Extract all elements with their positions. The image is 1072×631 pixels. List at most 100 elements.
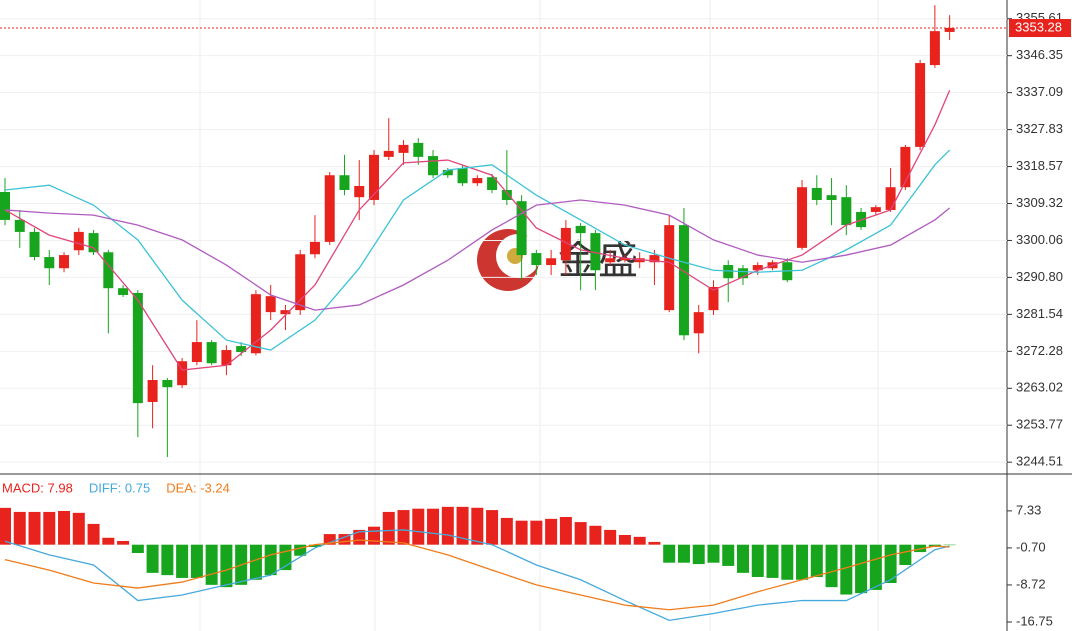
candle-body [206, 342, 217, 364]
macd-bar [131, 544, 144, 553]
macd-bar [751, 544, 764, 577]
macd-bar [294, 544, 307, 556]
candle-body [693, 312, 704, 334]
y-tick-label: 3309.32 [1016, 195, 1063, 210]
macd-bar [766, 544, 779, 578]
macd-bar [338, 534, 351, 545]
macd-bar [692, 544, 705, 565]
y-tick-label: 3253.77 [1016, 417, 1063, 432]
candle-body [14, 219, 25, 232]
macd-bar [796, 544, 809, 580]
macd-bar [515, 520, 528, 545]
line [4, 529, 950, 622]
candle-body [221, 350, 232, 366]
legend-label: DIFF: 0.75 [89, 480, 150, 495]
candle-body [531, 253, 542, 266]
last-price-box [1009, 19, 1071, 38]
candle-body [944, 27, 955, 32]
last-price-label: 3353.28 [1015, 19, 1062, 34]
macd-bar [618, 535, 631, 545]
candle-body [457, 168, 468, 184]
candle-body [885, 187, 896, 210]
candle-body [708, 286, 719, 311]
candle-body [501, 189, 512, 200]
macd-bar [663, 544, 676, 563]
macd-bar [427, 508, 440, 545]
macd-bar [633, 536, 646, 545]
candle-body [487, 177, 498, 190]
macd-bar [677, 544, 690, 563]
macd-bar [604, 529, 617, 545]
macd-bar [308, 544, 321, 547]
line [4, 89, 951, 371]
candle-body [369, 154, 379, 200]
macd-bar [574, 522, 587, 545]
candle-body [472, 178, 483, 184]
macd-bar [441, 506, 454, 545]
macd-bar [249, 544, 262, 580]
candle-body [413, 142, 424, 157]
candle-body [678, 225, 689, 336]
candle-body [59, 255, 70, 269]
candle-body [664, 225, 675, 311]
y-tick-label: 3244.51 [1016, 454, 1063, 469]
y-tick-label: 7.33 [1016, 502, 1041, 517]
macd-bar [58, 511, 71, 545]
macd-bar [220, 544, 233, 588]
macd-bar [589, 525, 602, 545]
candle-body [29, 231, 40, 258]
macd-bar [545, 518, 558, 545]
candle-body [841, 197, 852, 226]
candle-body [162, 379, 173, 388]
macd-bar [869, 544, 882, 590]
macd-bar [648, 541, 661, 545]
macd-bar [87, 523, 100, 545]
candle-body [826, 195, 837, 200]
candle-body [191, 342, 202, 363]
macd-bar [456, 506, 469, 545]
y-tick-label: 3300.06 [1016, 232, 1063, 247]
macd-bar [176, 544, 189, 578]
candle-body [870, 207, 881, 212]
macd-bar [102, 537, 115, 545]
macd-bar [471, 507, 484, 545]
candle-body [752, 265, 763, 271]
macd-bar [323, 534, 336, 545]
candle-body [309, 241, 320, 255]
candle-body [265, 296, 276, 313]
candle-body [250, 294, 261, 354]
macd-bar [72, 512, 85, 545]
candle-body [738, 268, 748, 279]
candle-body [723, 265, 734, 279]
candle-body [398, 144, 409, 153]
candle-body [354, 186, 365, 198]
candle-body [900, 146, 911, 188]
macd-bar [205, 544, 218, 585]
candle-body [605, 258, 616, 263]
y-tick-label: 3318.57 [1016, 158, 1063, 173]
macd-bar [810, 544, 823, 577]
macd-bar [117, 541, 130, 545]
candle-body [915, 63, 926, 147]
candle-body [383, 150, 394, 157]
macd-bar [382, 511, 395, 545]
macd-bar [559, 517, 572, 545]
macd-bar [899, 544, 912, 565]
candle-body [797, 187, 808, 248]
macd-bar [840, 544, 853, 595]
macd-bar [190, 544, 203, 578]
candle-body [811, 188, 822, 200]
candle-body [634, 258, 645, 263]
macd-bar [486, 510, 499, 545]
candle-body [619, 258, 630, 261]
y-tick-label: 3290.80 [1016, 269, 1063, 284]
candle-body [590, 233, 601, 271]
macd-bar [28, 511, 41, 545]
candle-body [339, 175, 350, 190]
candle-body [147, 379, 158, 402]
candle-body [649, 255, 660, 263]
macd-bar [13, 511, 26, 545]
macd-bar [722, 544, 735, 566]
